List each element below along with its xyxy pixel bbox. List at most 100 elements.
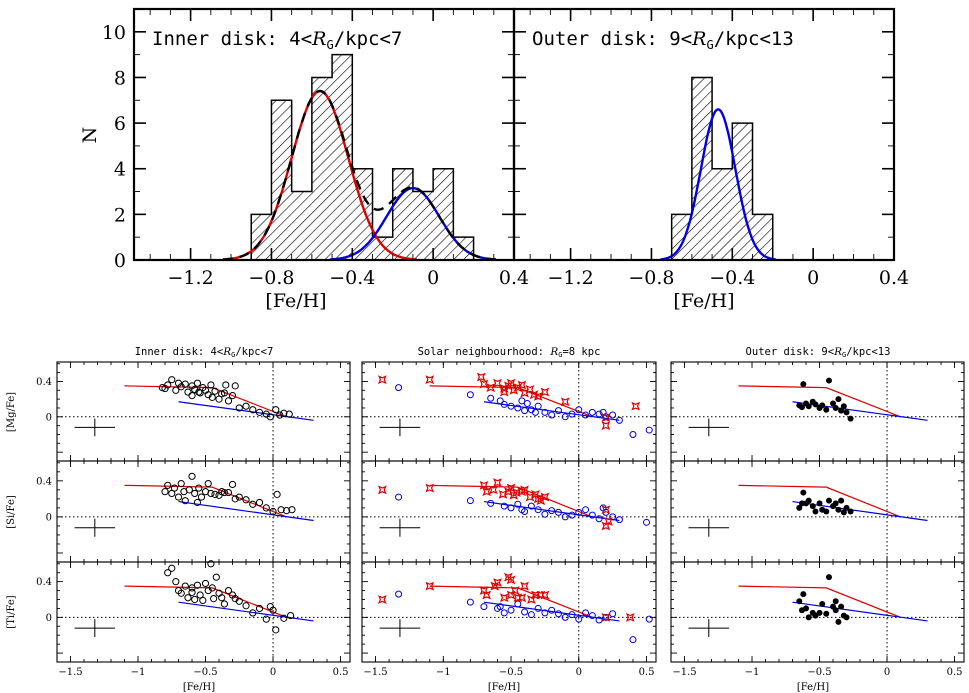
hist-bar (712, 168, 733, 260)
data-point-filled (800, 489, 807, 496)
data-point-filled (835, 618, 842, 625)
hist-outline (250, 53, 475, 260)
histogram-bars (250, 53, 475, 260)
hist-bar (732, 123, 753, 260)
data-point-circle (193, 379, 202, 387)
data-point-filled (825, 574, 832, 581)
data-point-star (486, 383, 496, 393)
data-point-filled (796, 598, 803, 605)
panel-outer-Mg (670, 361, 965, 462)
data-point-filled (812, 401, 819, 408)
data-point-circle (527, 611, 535, 619)
data-point-star (506, 575, 516, 585)
data-point-circle (534, 604, 542, 612)
thick-disk-model-line (738, 484, 901, 518)
data-point-filled (800, 381, 807, 388)
data-point-circle (582, 411, 590, 419)
data-point-circle (575, 508, 583, 516)
data-point-star (520, 581, 529, 591)
panel-frame (670, 361, 965, 462)
data-point-filled (798, 500, 805, 507)
data-point-circle (541, 609, 549, 617)
data-point-star (517, 487, 527, 496)
data-point-circle (255, 604, 264, 613)
data-point-filled (823, 406, 830, 413)
panel-inner-Mg: 00.4 (36, 361, 351, 462)
data-point-filled (825, 377, 832, 384)
data-point-circle (602, 613, 610, 621)
x-tick-label: 0 (884, 667, 890, 678)
data-point-circle (531, 408, 539, 416)
data-point-circle (164, 569, 172, 577)
data-point-star (601, 505, 611, 514)
data-point-filled (823, 610, 830, 617)
hist-bar (291, 191, 312, 260)
data-point-circle (199, 596, 207, 604)
x-tick-label: 0.4 (499, 267, 529, 289)
data-point-star (513, 383, 523, 393)
fit-curve-thin (660, 108, 777, 261)
data-point-filled (843, 504, 850, 511)
data-point-circle (588, 511, 596, 519)
data-point-circle (188, 588, 196, 596)
data-point-star (533, 494, 543, 504)
data-point-circle (220, 389, 229, 397)
data-point-star (425, 375, 435, 384)
x-axis-label-col3: [Fe/H] (797, 682, 829, 693)
hist-bar (752, 214, 773, 260)
data-point-circle (288, 506, 296, 514)
data-point-star (499, 384, 509, 393)
data-point-circle (554, 508, 562, 516)
grid-panels: 00.400.400.4−1.5 −1 −0.5 0 0.5 −1.5 −1 −0.5 0 0.5… (36, 361, 965, 678)
data-point-circle (496, 603, 504, 611)
y-axis-label-mg: [Mg/Fe] (6, 392, 17, 432)
data-point-circle (177, 479, 185, 488)
data-point-circle (507, 606, 515, 614)
hist-bar (271, 100, 292, 260)
data-point-circle (224, 586, 233, 595)
data-point-circle (500, 400, 508, 408)
x-axis-label-col1: [Fe/H] (183, 682, 215, 693)
data-point-filled (835, 396, 842, 403)
data-point-circle (170, 484, 179, 492)
thick-disk-model-line (429, 585, 593, 618)
data-point-circle (211, 387, 219, 395)
x-tick-label: −0.8 (628, 267, 674, 289)
data-point-circle (595, 616, 603, 624)
thick-disk-model-line (429, 385, 593, 418)
data-point-circle (534, 506, 542, 514)
data-point-filled (823, 508, 830, 515)
data-point-star (479, 586, 489, 595)
data-point-circle (277, 506, 285, 514)
panel-frame (56, 460, 351, 563)
hist-outline (670, 76, 774, 260)
x-tick-label: 0 (427, 267, 439, 289)
hist-bar (251, 214, 272, 260)
y-tick-label: 8 (114, 67, 126, 89)
fit-curve-thin (329, 186, 496, 261)
data-point-circle (255, 498, 264, 507)
data-point-circle (500, 502, 508, 510)
data-point-circle (262, 504, 270, 512)
data-point-circle (523, 400, 531, 408)
hist-bar (332, 54, 353, 260)
data-point-filled (809, 503, 816, 510)
data-point-circle (262, 615, 270, 623)
data-point-filled (843, 614, 850, 621)
x-axis-label: [Fe/H] (673, 290, 734, 312)
axis-ticks: −1.2 −0.8 −0.4 0 0.4 (514, 8, 909, 289)
histogram-inner-disk: −1.2 −0.8 −0.4 0 0.4 0 2 4 6 8 10 Inner disk: 4<RG… (79, 7, 529, 312)
data-point-circle (220, 488, 229, 497)
data-point-circle (521, 508, 529, 515)
panel-outer-Ti: −1.5 −1 −0.5 0 0.5 (670, 561, 965, 678)
data-point-circle (395, 384, 403, 392)
panel-inner-Ti: 0 0.4 −1.5 −1 −0.5 0 0.5 (36, 560, 351, 678)
data-point-filled (816, 609, 823, 616)
x-tick-label: −0.4 (709, 267, 755, 289)
x-tick-label: 0.4 (879, 267, 909, 289)
data-point-circle (181, 582, 189, 590)
data-point-circle (466, 598, 474, 606)
data-point-circle (615, 516, 623, 524)
data-point-circle (201, 579, 210, 588)
